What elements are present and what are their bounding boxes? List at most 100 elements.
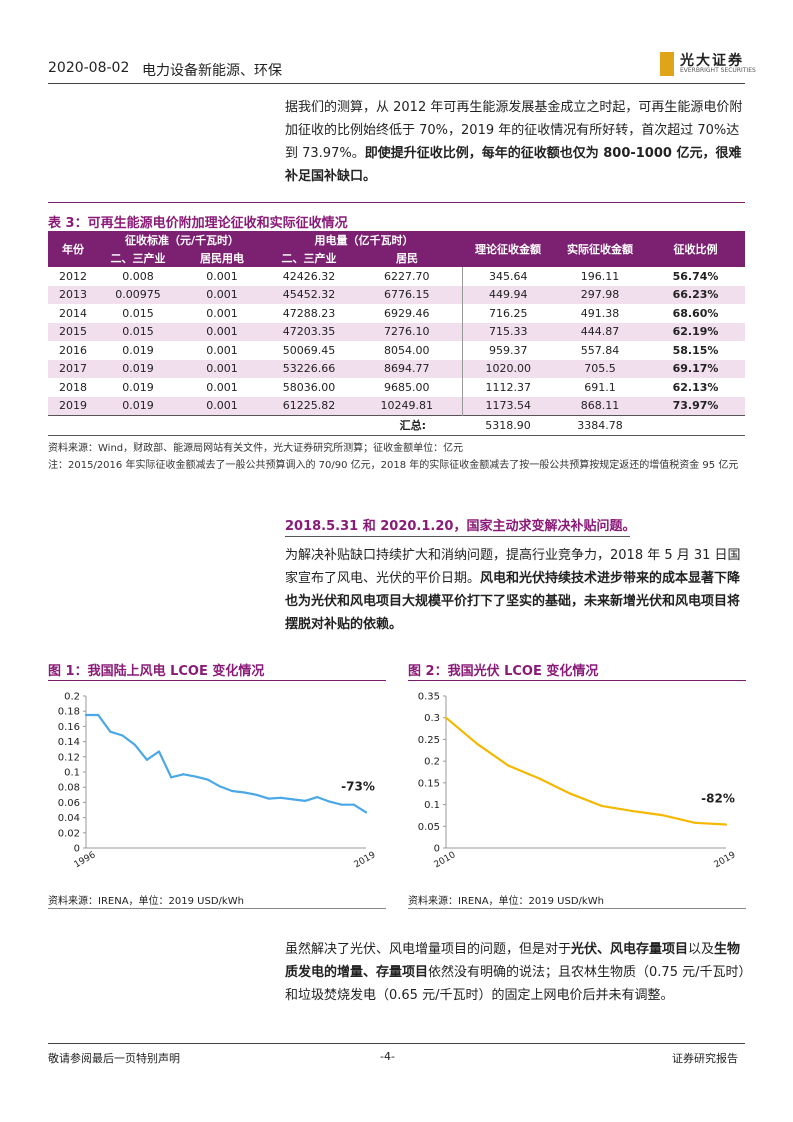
table-cell: 691.1	[584, 380, 616, 394]
y-tick-label: 0.06	[58, 798, 80, 809]
table-row: 2015 0.015 0.001 47203.35 7276.10 715.33 444.8…	[48, 322, 745, 341]
y-tick-label: 0.02	[58, 828, 80, 839]
table-cell: 8054.00	[352, 341, 463, 360]
section-2-title: 2018.5.31 和 2020.1.20，国家主动求变解决补贴问题。	[285, 519, 636, 534]
table-cell: 47203.35	[266, 322, 352, 341]
data-point	[157, 750, 161, 753]
data-point	[243, 791, 246, 794]
y-tick-label: 0.18	[58, 707, 80, 718]
sum-label: 汇总:	[48, 415, 462, 436]
table-cell: 62.13%	[672, 380, 719, 394]
table-cell: 491.38	[580, 306, 620, 320]
y-tick-label: 0.2	[64, 692, 80, 703]
table-cell: 444.87	[554, 322, 646, 341]
data-point	[476, 742, 479, 745]
col-header-standard: 征收标准（元/千瓦时）	[98, 231, 266, 249]
fig2-bottom-divider	[408, 908, 746, 909]
table-cell: 0.00975	[98, 285, 178, 304]
table-row: 2017 0.019 0.001 53226.66 8694.77 1020.00 705.…	[48, 359, 745, 378]
data-point	[291, 798, 295, 801]
table-cell: 45452.32	[266, 285, 352, 304]
data-point	[145, 758, 148, 761]
sub-header: 居民用电	[178, 249, 266, 267]
data-point	[600, 804, 603, 807]
y-tick-label: 0.1	[64, 768, 80, 779]
table-cell: 6929.46	[352, 304, 463, 323]
data-point	[218, 785, 222, 788]
table-cell: 0.001	[178, 359, 266, 378]
table-cell: 10249.81	[352, 396, 463, 416]
paragraph-3-bold-b: 生物质发电的增量、存量项目	[285, 942, 741, 980]
fig2-source: 资料来源：IRENA，单位：2019 USD/kWh	[408, 896, 604, 907]
table-cell: 0.015	[98, 322, 178, 341]
table-cell: 53226.66	[266, 359, 352, 378]
table-note: 注：2015/2016 年实际征收金额减去了一般公共预算调入的 70/90 亿元…	[48, 460, 739, 471]
data-point	[364, 811, 368, 814]
table-cell: 2012	[59, 269, 87, 283]
paragraph-2-bold: 风电和光伏持续技术进步带来的成本显著下降也为光伏和风电项目大规模平价打下了坚实的…	[285, 571, 741, 632]
paragraph-3: 虽然解决了光伏、风电增量项目的问题，但是对于光伏、风电存量项目以及生物质发电的增…	[285, 938, 747, 1007]
table-row: 2014 0.015 0.001 47288.23 6929.46 716.25 491.3…	[48, 304, 745, 323]
sum-theory: 5318.90	[462, 415, 554, 436]
table-cell: 2014	[59, 306, 87, 320]
x-tick-label: 2019	[353, 850, 378, 870]
y-tick-label: 0	[74, 844, 80, 855]
footer-page-number: -4-	[380, 1050, 395, 1063]
logo-icon	[660, 52, 674, 76]
sub-header: 二、三产业	[98, 249, 178, 267]
table-row: 2016 0.019 0.001 50069.45 8054.00 959.37 557.8…	[48, 341, 745, 360]
logo-subtext: EVERBRIGHT SECURITIES	[680, 67, 756, 74]
table-cell: 0.008	[122, 269, 154, 283]
table-cell: 62.19%	[646, 322, 745, 341]
fig1-chart: 00.020.040.060.080.10.120.140.160.180.21…	[58, 692, 378, 871]
table-cell: 0.001	[206, 306, 238, 320]
data-point	[444, 716, 448, 719]
data-point	[304, 799, 307, 802]
table-cell: 6227.70	[352, 267, 463, 286]
y-tick-label: 0.3	[424, 713, 440, 724]
change-annotation: -73%	[341, 779, 375, 793]
logo-text: 光大证券	[680, 53, 744, 69]
data-point	[693, 821, 696, 824]
paragraph-1-text: 据我们的测算，从 2012 年可再生能源发展基金成立之时起，可再生能源电价附加征…	[285, 100, 743, 161]
data-point	[569, 792, 572, 795]
change-annotation: -82%	[701, 792, 735, 806]
table-cell: 61225.82	[266, 396, 352, 416]
data-point	[182, 773, 185, 776]
table-row: 2012 0.008 0.001 42426.32 6227.70 345.64 196.1…	[48, 267, 745, 286]
y-tick-label: 0.08	[58, 783, 80, 794]
fig1-source: 资料来源：IRENA，单位：2019 USD/kWh	[48, 896, 244, 907]
paragraph-3-text-c: 依然没有明确的说法；且农林生物质（0.75 元/千瓦时）和垃圾焚烧发电（0.65…	[285, 965, 745, 1003]
data-point	[84, 713, 88, 717]
table-cell: 0.001	[206, 269, 238, 283]
data-point	[109, 730, 112, 733]
table-cell: 42426.32	[282, 269, 336, 283]
data-point	[662, 814, 665, 817]
y-tick-label: 0.25	[418, 735, 440, 746]
table-cell: 0.001	[206, 380, 238, 394]
table-cell: 297.98	[554, 285, 646, 304]
section-2-underline	[285, 536, 630, 537]
data-point	[538, 777, 541, 780]
table-row: 2013 0.00975 0.001 45452.32 6776.15 449.94 297…	[48, 285, 745, 304]
table-cell: 0.019	[98, 396, 178, 416]
x-tick-label: 2019	[713, 850, 738, 870]
table-cell: 2013	[48, 285, 98, 304]
fig1-title: 图 1：我国陆上风电 LCOE 变化情况	[48, 664, 265, 679]
table-cell: 705.5	[554, 359, 646, 378]
table-cell: 6776.15	[352, 285, 463, 304]
table-top-divider	[48, 202, 745, 203]
fig1-divider	[48, 680, 386, 681]
col-header-ratio: 征收比例	[646, 231, 745, 267]
table-cell: 449.94	[462, 285, 554, 304]
data-point	[194, 775, 197, 778]
table-cell: 69.17%	[646, 359, 745, 378]
fig2-divider	[408, 680, 746, 681]
table-cell: 8694.77	[352, 359, 463, 378]
table-row: 2018 0.019 0.001 58036.00 9685.00 1112.37 691.…	[48, 378, 745, 397]
col-header-theory: 理论征收金额	[462, 231, 554, 267]
table-cell: 2016	[59, 343, 87, 357]
series-line	[445, 716, 727, 826]
table-cell: 66.23%	[646, 285, 745, 304]
